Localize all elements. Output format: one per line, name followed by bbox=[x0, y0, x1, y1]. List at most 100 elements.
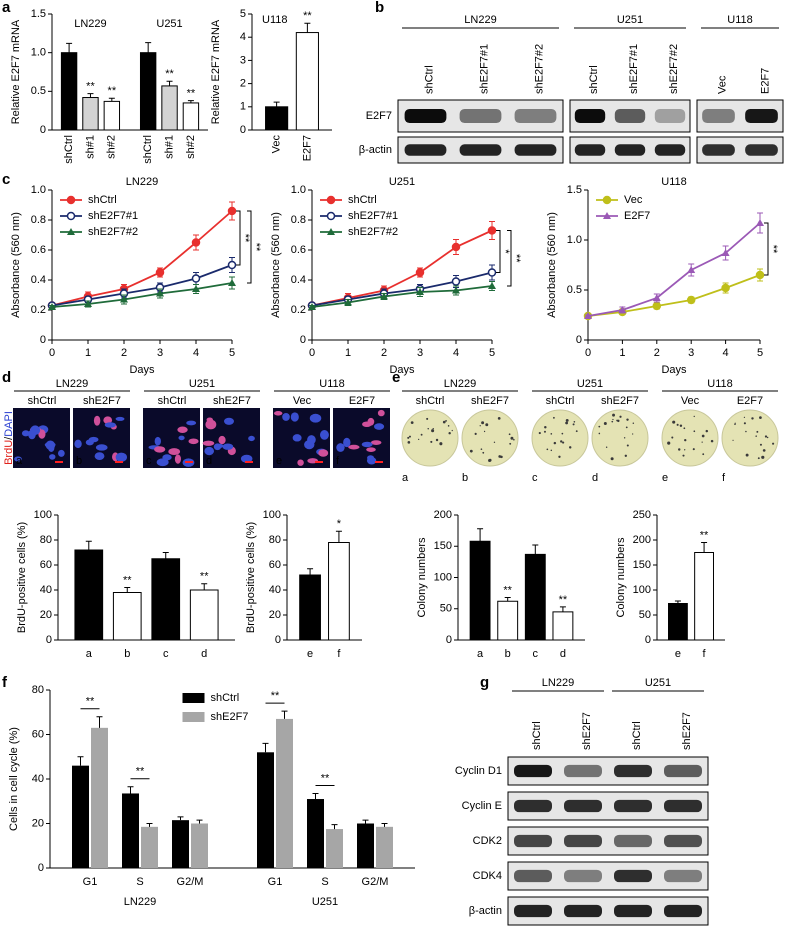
cell bbox=[218, 435, 226, 445]
lane-label: shE2F7 bbox=[681, 712, 693, 750]
error-bar bbox=[312, 792, 319, 800]
tile-letter: f bbox=[336, 455, 340, 467]
marker bbox=[756, 219, 764, 226]
cell bbox=[222, 443, 234, 450]
y-tick-label: 100 bbox=[633, 584, 651, 596]
bar bbox=[189, 589, 219, 641]
group-label: U251 bbox=[189, 378, 215, 390]
error-bar bbox=[85, 540, 92, 550]
x-tick-label: 4 bbox=[453, 347, 459, 359]
colony bbox=[538, 431, 541, 435]
y-tick-label: 20 bbox=[32, 817, 44, 829]
colony bbox=[756, 430, 759, 433]
y-axis-label: Colony numbers bbox=[416, 537, 428, 618]
x-tick-label: 4 bbox=[723, 347, 729, 359]
blot-band bbox=[564, 904, 602, 918]
marker bbox=[227, 260, 237, 270]
lane-label: Vec bbox=[716, 75, 728, 94]
y-tick-label: 200 bbox=[633, 534, 651, 546]
colony bbox=[612, 413, 615, 417]
colony bbox=[766, 436, 769, 439]
series-line bbox=[311, 229, 493, 307]
x-tick-label: 5 bbox=[489, 347, 495, 359]
colony bbox=[743, 416, 746, 419]
y-axis-label: Cells in cell cycle (%) bbox=[8, 727, 20, 831]
error-bar bbox=[96, 716, 103, 728]
y-tick-label: 200 bbox=[434, 509, 452, 521]
x-tick-label: G1 bbox=[83, 876, 98, 888]
bar bbox=[72, 765, 89, 868]
y-tick-label: 0 bbox=[300, 334, 306, 346]
significance-bracket bbox=[507, 230, 512, 287]
x-tick-label: 5 bbox=[757, 347, 763, 359]
tile-letter: a bbox=[16, 455, 23, 467]
blot-band bbox=[614, 869, 652, 883]
colony bbox=[764, 435, 768, 438]
error-bar bbox=[145, 42, 152, 53]
colony bbox=[692, 448, 695, 451]
colony bbox=[743, 422, 746, 425]
colony bbox=[632, 422, 635, 424]
bar bbox=[103, 100, 121, 131]
x-tick-label: 2 bbox=[121, 347, 127, 359]
colony bbox=[558, 455, 561, 458]
y-axis-label: Absorbance (560 nm) bbox=[270, 212, 282, 318]
marker bbox=[451, 277, 461, 286]
error-bar bbox=[331, 824, 338, 830]
error-bar bbox=[273, 101, 280, 107]
y-tick-label: 1.0 bbox=[291, 184, 306, 196]
y-tick-label: 60 bbox=[269, 559, 281, 571]
bar bbox=[668, 603, 688, 641]
blot-band bbox=[745, 144, 778, 156]
colony bbox=[683, 427, 686, 430]
cell bbox=[95, 444, 108, 451]
colony bbox=[693, 430, 696, 433]
condition-label: shCtrl bbox=[158, 395, 187, 407]
bar bbox=[191, 823, 208, 868]
bar bbox=[122, 793, 139, 868]
stain-part: / bbox=[3, 436, 15, 440]
y-tick-label: 0 bbox=[576, 334, 582, 346]
lane-label: shCtrl bbox=[423, 65, 435, 94]
blot-row-label: β-actin bbox=[359, 144, 392, 156]
y-tick-label: 1.5 bbox=[567, 184, 582, 196]
y-axis-label: Colony numbers bbox=[615, 537, 627, 618]
x-tick-label: 1 bbox=[619, 347, 625, 359]
marker bbox=[687, 266, 696, 273]
colony bbox=[448, 432, 451, 435]
significance: ** bbox=[239, 234, 251, 243]
blot-band bbox=[664, 904, 702, 918]
colony bbox=[445, 419, 447, 422]
bar bbox=[295, 32, 319, 131]
lane-label: shE2F7#1 bbox=[478, 44, 490, 94]
panel-letter: b bbox=[375, 0, 384, 16]
error-bar bbox=[66, 42, 73, 53]
cell bbox=[377, 409, 385, 417]
blot-band bbox=[459, 108, 502, 124]
blot-row-label: CDK4 bbox=[473, 870, 502, 882]
bar bbox=[161, 85, 178, 131]
legend-label: shE2F7#1 bbox=[88, 210, 138, 222]
y-tick-label: 0.2 bbox=[291, 304, 306, 316]
tile-letter: d bbox=[206, 455, 212, 467]
x-tick-label: 3 bbox=[688, 347, 694, 359]
blot-band bbox=[514, 834, 552, 848]
y-tick-label: 0.8 bbox=[291, 214, 306, 226]
colony bbox=[497, 417, 501, 420]
group-label: U251 bbox=[577, 378, 603, 390]
y-tick-label: 0 bbox=[275, 634, 281, 646]
blot-band bbox=[664, 869, 702, 883]
error-bar bbox=[87, 93, 94, 98]
error-bar bbox=[262, 742, 269, 753]
error-bar bbox=[162, 552, 169, 559]
colony bbox=[447, 425, 450, 427]
legend-label: E2F7 bbox=[624, 210, 650, 222]
significance: ** bbox=[321, 772, 330, 784]
colony bbox=[617, 419, 620, 423]
legend-marker bbox=[66, 195, 76, 205]
significance: ** bbox=[165, 68, 174, 80]
tile-letter: b bbox=[462, 472, 468, 484]
x-tick-label: d bbox=[201, 648, 207, 660]
y-tick-label: 1.5 bbox=[31, 8, 46, 20]
marker bbox=[84, 300, 92, 307]
